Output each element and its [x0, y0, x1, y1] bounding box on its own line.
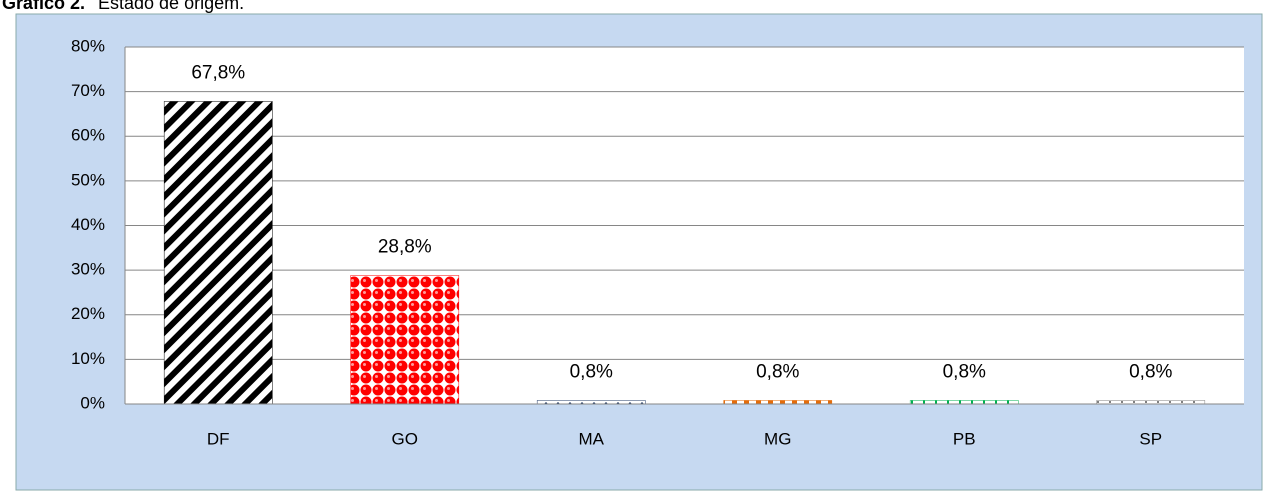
- x-tick-label: PB: [953, 429, 976, 448]
- bar: [536, 400, 646, 405]
- bar: [723, 400, 833, 405]
- data-label: 0,8%: [1129, 361, 1172, 382]
- data-label: 67,8%: [191, 62, 245, 83]
- x-tick-label: SP: [1139, 429, 1162, 448]
- bar: [163, 101, 273, 405]
- y-tick-label: 60%: [71, 126, 105, 145]
- bar: [1096, 400, 1206, 405]
- bar: [909, 400, 1019, 405]
- chart-title: Gráfico 2.: [2, 0, 85, 13]
- y-tick-label: 10%: [71, 349, 105, 368]
- y-tick-label: 50%: [71, 170, 105, 189]
- y-tick-label: 70%: [71, 81, 105, 100]
- y-tick-label: 80%: [71, 36, 105, 55]
- data-label: 28,8%: [378, 236, 432, 257]
- x-tick-label: MG: [764, 429, 791, 448]
- x-tick-label: MA: [579, 429, 605, 448]
- chart-subtitle: Estado de origem.: [98, 0, 244, 13]
- x-tick-label: GO: [392, 429, 418, 448]
- data-label: 0,8%: [570, 361, 613, 382]
- bar: [350, 275, 460, 405]
- data-label: 0,8%: [943, 361, 986, 382]
- data-label: 0,8%: [756, 361, 799, 382]
- y-tick-label: 20%: [71, 304, 105, 323]
- x-tick-label: DF: [207, 429, 230, 448]
- y-tick-label: 40%: [71, 215, 105, 234]
- y-tick-label: 0%: [80, 393, 105, 412]
- y-tick-label: 30%: [71, 260, 105, 279]
